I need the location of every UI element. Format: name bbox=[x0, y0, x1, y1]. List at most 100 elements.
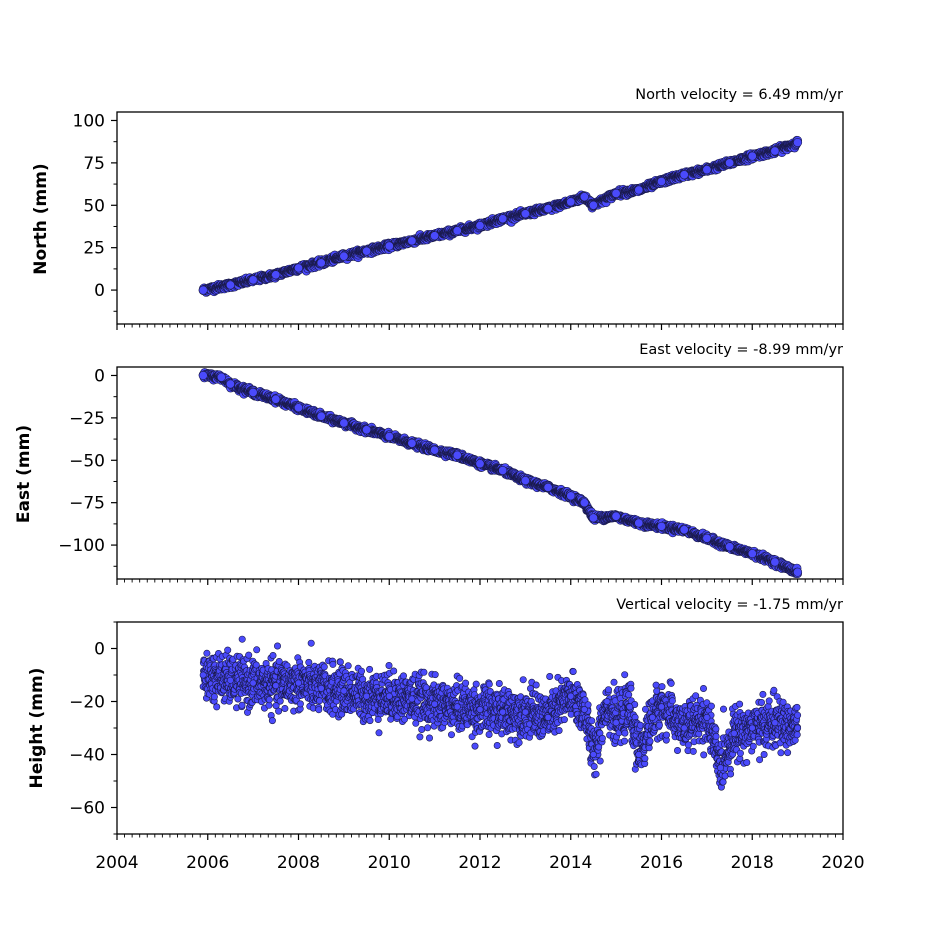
key-data-point bbox=[407, 438, 417, 448]
data-point bbox=[320, 663, 328, 671]
panel-east-title: East velocity = -8.99 mm/yr bbox=[639, 342, 843, 358]
data-point bbox=[269, 651, 277, 659]
panel-north: North velocity = 6.49 mm/yr North (mm) 0… bbox=[31, 87, 844, 330]
key-data-point bbox=[216, 372, 226, 382]
data-point bbox=[213, 703, 221, 711]
key-data-point bbox=[248, 275, 258, 285]
panel-east-xticks bbox=[116, 579, 844, 585]
panel-north-points bbox=[198, 135, 803, 297]
key-data-point bbox=[520, 476, 530, 486]
key-data-point bbox=[475, 221, 485, 231]
data-point bbox=[315, 706, 323, 714]
data-point bbox=[203, 649, 211, 657]
key-data-point bbox=[679, 170, 689, 180]
key-data-point bbox=[588, 200, 598, 210]
panel-north-yticks: 0 25 50 75 100 bbox=[73, 111, 117, 312]
data-point bbox=[238, 635, 246, 643]
panel-north-ylabel: North (mm) bbox=[31, 163, 51, 274]
key-data-point bbox=[770, 557, 780, 567]
key-data-point bbox=[725, 158, 735, 168]
key-data-point bbox=[579, 192, 589, 202]
key-data-point bbox=[225, 379, 235, 389]
key-data-point bbox=[656, 177, 666, 187]
key-data-point bbox=[679, 525, 689, 535]
y-tick-label: −50 bbox=[69, 451, 105, 471]
key-data-point bbox=[543, 204, 553, 214]
y-tick-label: 50 bbox=[83, 196, 105, 216]
key-data-point bbox=[634, 518, 644, 528]
key-data-point bbox=[293, 263, 303, 273]
key-data-point bbox=[362, 425, 372, 435]
data-point bbox=[307, 639, 315, 647]
key-data-point bbox=[656, 521, 666, 531]
y-tick-label: 100 bbox=[73, 111, 105, 131]
key-data-point bbox=[747, 151, 757, 161]
key-data-point bbox=[475, 459, 485, 469]
panel-east-points bbox=[198, 368, 803, 579]
data-point bbox=[275, 657, 283, 665]
key-data-point bbox=[384, 431, 394, 441]
key-data-point bbox=[316, 258, 326, 268]
data-point bbox=[296, 700, 304, 708]
key-data-point bbox=[702, 165, 712, 175]
key-data-point bbox=[611, 188, 621, 198]
key-data-point bbox=[407, 236, 417, 246]
data-point bbox=[245, 651, 253, 659]
key-data-point bbox=[198, 285, 208, 295]
key-data-point bbox=[747, 549, 757, 559]
key-data-point bbox=[543, 482, 553, 492]
key-data-point bbox=[588, 513, 598, 523]
key-data-point bbox=[430, 231, 440, 241]
data-point bbox=[276, 697, 284, 705]
key-data-point bbox=[611, 511, 621, 521]
key-data-point bbox=[452, 226, 462, 236]
key-data-point bbox=[793, 138, 803, 148]
data-point bbox=[305, 658, 313, 666]
key-data-point bbox=[430, 445, 440, 455]
data-point bbox=[265, 696, 273, 704]
key-data-point bbox=[702, 533, 712, 543]
key-data-point bbox=[498, 465, 508, 475]
data-point bbox=[224, 646, 232, 654]
key-data-point bbox=[384, 241, 394, 251]
panel-east-ylabel: East (mm) bbox=[14, 425, 34, 523]
data-point bbox=[281, 704, 289, 712]
key-data-point bbox=[225, 280, 235, 290]
key-data-point bbox=[793, 567, 803, 577]
panel-north-xticks bbox=[116, 324, 844, 330]
panel-east-yticks: 0 −25 −50 −75 −100 bbox=[58, 366, 117, 567]
panel-height-ylabel: Height (mm) bbox=[27, 668, 47, 789]
key-data-point bbox=[452, 450, 462, 460]
y-tick-label: 75 bbox=[83, 154, 105, 174]
key-data-point bbox=[248, 387, 258, 397]
key-data-point bbox=[362, 246, 372, 256]
key-data-point bbox=[198, 370, 208, 380]
data-point bbox=[268, 717, 276, 725]
panel-east: East velocity = -8.99 mm/yr East (mm) 0 −… bbox=[14, 342, 844, 585]
y-tick-label: −25 bbox=[69, 409, 105, 429]
key-data-point bbox=[634, 185, 644, 195]
panel-height-title: Vertical velocity = -1.75 mm/yr bbox=[616, 597, 843, 613]
key-data-point bbox=[293, 403, 303, 413]
data-point bbox=[210, 693, 218, 701]
key-data-point bbox=[725, 542, 735, 552]
data-point bbox=[234, 695, 242, 703]
y-tick-label: −75 bbox=[69, 494, 105, 514]
data-point bbox=[316, 697, 324, 705]
y-tick-label: 25 bbox=[83, 239, 105, 259]
y-tick-label: 0 bbox=[94, 281, 105, 301]
key-data-point bbox=[316, 411, 326, 421]
panel-north-title: North velocity = 6.49 mm/yr bbox=[635, 87, 843, 103]
y-tick-label: −100 bbox=[58, 536, 105, 556]
data-point bbox=[253, 646, 261, 654]
key-data-point bbox=[579, 498, 589, 508]
panel-height: Vertical velocity = -1.75 mm/yr Height (… bbox=[27, 597, 865, 873]
key-data-point bbox=[520, 209, 530, 219]
data-point bbox=[273, 642, 281, 650]
key-data-point bbox=[770, 146, 780, 156]
y-tick-label: 0 bbox=[94, 366, 105, 386]
key-data-point bbox=[271, 394, 281, 404]
data-point bbox=[275, 707, 283, 715]
key-data-point bbox=[566, 491, 576, 501]
